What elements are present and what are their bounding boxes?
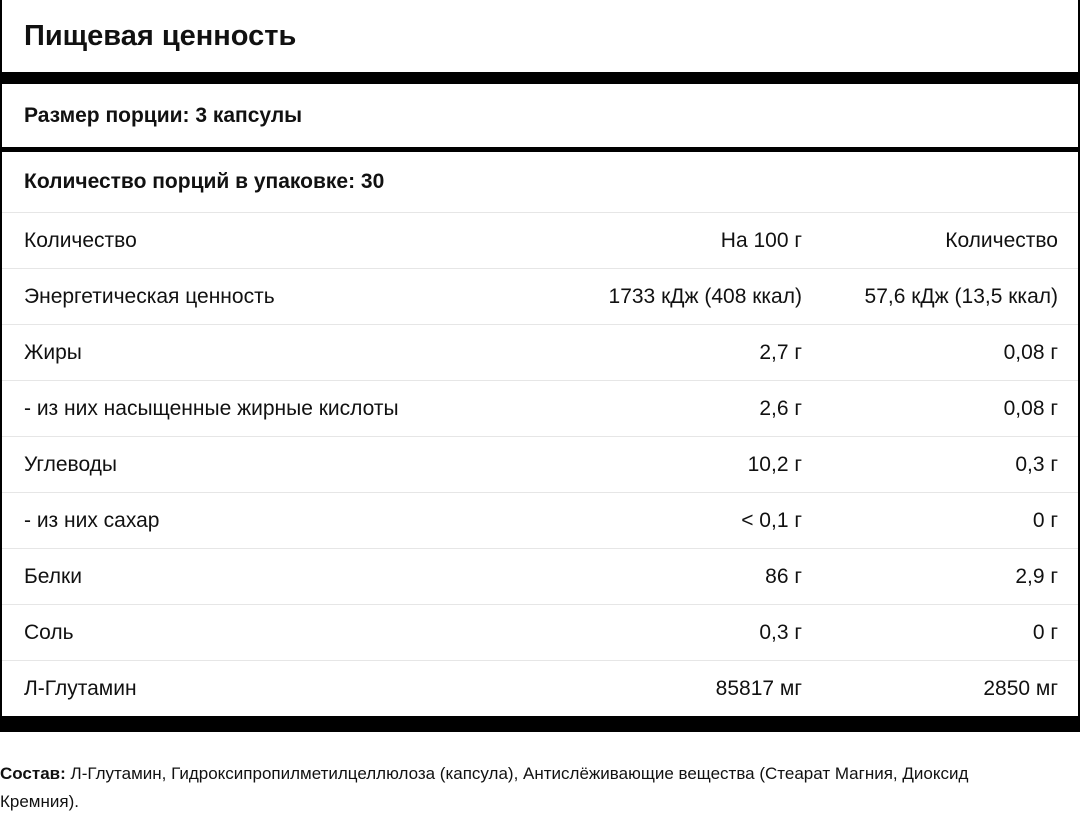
cell: Энергетическая ценность [24, 284, 275, 308]
composition-label: Состав: [0, 764, 66, 783]
cell: 0 г [1032, 620, 1058, 644]
cell: Л-Глутамин [24, 676, 137, 700]
cell: Количество [945, 228, 1058, 252]
nutrition-table: Пищевая ценность Размер порции: 3 капсул… [0, 0, 1080, 732]
cell: Жиры [24, 340, 82, 364]
table-row: Л-Глутамин 85817 мг 2850 мг [2, 660, 1078, 716]
servings-per-container: Количество порций в упаковке: 30 [24, 170, 385, 193]
table-row: Жиры 2,7 г 0,08 г [2, 324, 1078, 380]
cell: 0 г [1032, 508, 1058, 532]
cell: 85817 мг [715, 676, 802, 700]
table-row: Белки 86 г 2,9 г [2, 548, 1078, 604]
table-row: Углеводы 10,2 г 0,3 г [2, 436, 1078, 492]
cell: 0,3 г [759, 620, 802, 644]
cell: 57,6 кДж (13,5 ккал) [864, 284, 1058, 308]
divider [2, 716, 1078, 730]
cell: 10,2 г [747, 452, 802, 476]
cell: 2850 мг [983, 676, 1058, 700]
cell: 2,7 г [759, 340, 802, 364]
divider [2, 147, 1078, 152]
table-row: - из них насыщенные жирные кислоты 2,6 г 0… [2, 380, 1078, 436]
cell: 0,08 г [1003, 396, 1058, 420]
composition: Состав: Л-Глутамин, Гидроксипропилметилц… [0, 760, 1050, 816]
rows: Количество На 100 г Количество Энергетическ… [2, 212, 1078, 716]
table-row: Энергетическая ценность 1733 кДж (408 кка… [2, 268, 1078, 324]
cell: 2,6 г [759, 396, 802, 420]
table-row: Количество На 100 г Количество [2, 212, 1078, 268]
cell: На 100 г [720, 228, 802, 252]
serving-size: Размер порции: 3 капсулы [24, 103, 303, 127]
cell: - из них насыщенные жирные кислоты [24, 396, 399, 420]
cell: Углеводы [24, 452, 118, 476]
cell: 2,9 г [1015, 564, 1058, 588]
cell: Соль [24, 620, 74, 644]
cell: Количество [24, 228, 137, 252]
cell: - из них сахар [24, 508, 160, 532]
cell: 0,3 г [1015, 452, 1058, 476]
cell: Белки [24, 564, 82, 588]
title: Пищевая ценность [24, 19, 297, 52]
cell: 0,08 г [1003, 340, 1058, 364]
cell: < 0,1 г [741, 508, 802, 532]
cell: 86 г [765, 564, 802, 588]
table-row: - из них сахар < 0,1 г 0 г [2, 492, 1078, 548]
table-row: Соль 0,3 г 0 г [2, 604, 1078, 660]
cell: 1733 кДж (408 ккал) [608, 284, 802, 308]
divider [2, 72, 1078, 84]
composition-text: Л-Глутамин, Гидроксипропилметилцеллюлоза… [0, 764, 969, 811]
